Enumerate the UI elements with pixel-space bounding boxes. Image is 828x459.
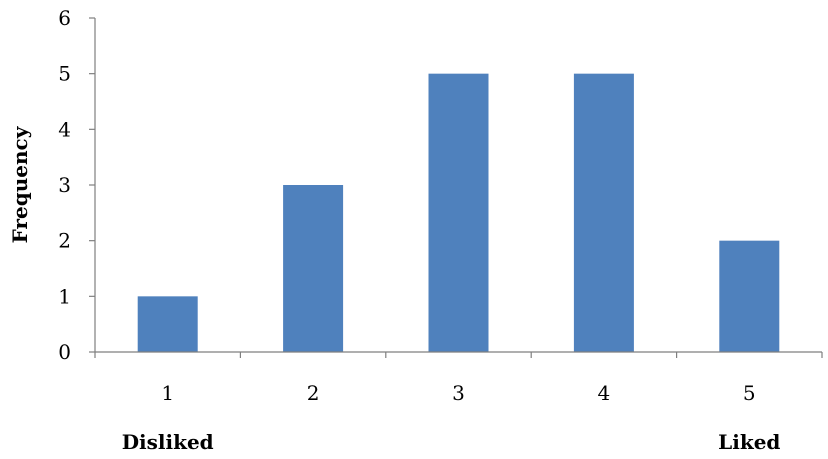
x-ticks-group: 1 2 3 4 5 bbox=[94, 352, 823, 405]
x-tick-label: 4 bbox=[598, 381, 611, 405]
x-tick-label: 2 bbox=[307, 381, 320, 405]
bar-3 bbox=[428, 73, 489, 353]
y-ticks-group: 0 1 2 3 4 5 6 bbox=[58, 6, 95, 364]
bar-5 bbox=[719, 240, 780, 352]
bar-4 bbox=[573, 73, 634, 353]
bar-1 bbox=[137, 296, 198, 352]
x-tick-label: 5 bbox=[743, 381, 756, 405]
bars-group bbox=[137, 73, 780, 353]
bar-2 bbox=[283, 185, 344, 352]
y-tick-label: 5 bbox=[58, 62, 71, 86]
y-tick-label: 1 bbox=[58, 284, 71, 308]
y-tick-label: 3 bbox=[58, 173, 71, 197]
y-tick-label: 0 bbox=[58, 340, 71, 364]
x-tick-label: 3 bbox=[452, 381, 465, 405]
x-annotation-disliked: Disliked bbox=[122, 430, 214, 454]
y-tick-label: 2 bbox=[58, 229, 71, 253]
x-annotation-liked: Liked bbox=[718, 430, 780, 454]
x-tick-label: 1 bbox=[161, 381, 174, 405]
y-axis-title: Frequency bbox=[8, 125, 32, 243]
y-tick-label: 6 bbox=[58, 6, 71, 30]
y-tick-label: 4 bbox=[58, 117, 71, 141]
